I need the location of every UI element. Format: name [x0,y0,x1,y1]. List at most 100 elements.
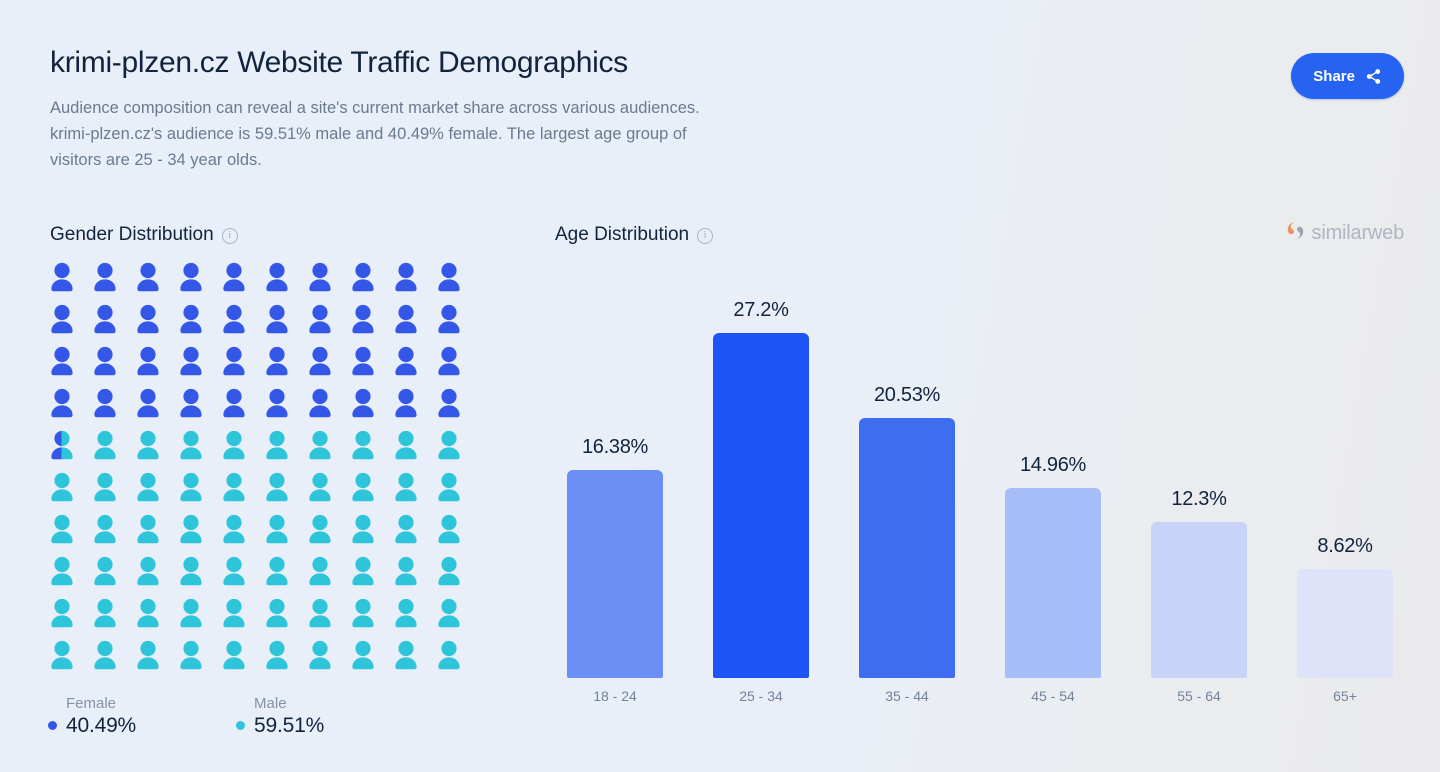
person-icon [175,302,207,338]
legend-label: Female [66,695,117,712]
bar-value-label: 8.62% [1317,534,1373,557]
person-icon [175,428,207,464]
person-icon [304,596,336,632]
person-icon [433,260,465,296]
person-icon [304,386,336,422]
gender-legend: Female 40.49% Male 59.51% [48,694,324,739]
person-icon [132,512,164,548]
person-icon [46,302,78,338]
person-icon [433,512,465,548]
bar-column: 16.38% [556,280,674,678]
person-icon [132,428,164,464]
bar-value-label: 20.53% [873,383,941,406]
person-icon [261,302,293,338]
person-icon [433,470,465,506]
legend-label: Male [254,695,287,712]
person-icon [218,302,250,338]
person-icon [347,512,379,548]
person-icon [304,512,336,548]
person-icon [433,344,465,380]
person-icon [347,386,379,422]
bar-25-34[interactable] [713,333,809,678]
person-icon [390,470,422,506]
person-icon [132,638,164,674]
bar-55-64[interactable] [1151,522,1247,678]
person-icon [132,260,164,296]
person-icon [46,386,78,422]
person-icon [304,470,336,506]
person-icon [218,512,250,548]
person-icon [175,470,207,506]
person-icon [89,638,121,674]
person-icon [175,344,207,380]
person-icon [175,512,207,548]
bar-column: 12.3% [1140,280,1258,678]
person-icon [46,554,78,590]
page-header: krimi-plzen.cz Website Traffic Demograph… [50,44,750,173]
person-icon [261,428,293,464]
person-icon [304,428,336,464]
person-icon [175,596,207,632]
person-icon [347,260,379,296]
person-icon [132,344,164,380]
info-icon[interactable]: i [697,228,714,244]
x-axis-labels: 18 - 24 25 - 34 35 - 44 45 - 54 55 - 64 65+ [556,688,1404,704]
person-icon [261,386,293,422]
person-icon [89,302,121,338]
x-axis-label: 35 - 44 [885,688,929,704]
person-icon [89,512,121,548]
person-icon [89,260,121,296]
person-icon [89,554,121,590]
person-icon [261,638,293,674]
legend-color-dot [236,721,246,730]
similarweb-wordmark: similarweb [1311,221,1405,244]
person-icon [218,596,250,632]
person-icon [89,344,121,380]
bar-45-54[interactable] [1005,488,1101,678]
bar-column: 14.96% [994,280,1112,678]
person-icon [46,344,78,380]
share-button[interactable]: Share [1291,53,1404,99]
similarweb-logo: similarweb [1287,221,1404,245]
x-axis-label: 65+ [1333,688,1357,704]
bar-18-24[interactable] [567,470,663,678]
bar-65+[interactable] [1297,568,1393,678]
legend-value: 40.49% [66,714,137,737]
age-distribution-chart: 16.38% 27.2% 20.53% 14.96% 12.3% 8.62% 18 - 2… [556,280,1404,720]
page-description: Audience composition can reveal a site's… [50,98,700,169]
bar-value-label: 14.96% [1019,454,1087,477]
person-icon [347,428,379,464]
person-icon [218,344,250,380]
person-icon [132,470,164,506]
person-icon [433,638,465,674]
person-icon [46,260,78,296]
gender-heading-label: Gender Distribution [50,224,214,245]
person-icon [46,512,78,548]
person-icon [304,302,336,338]
share-network-icon [1365,68,1382,85]
person-icon [390,344,422,380]
legend-text: Male 59.51% [254,694,324,739]
person-icon [218,386,250,422]
person-icon [347,302,379,338]
bar-group: 16.38% 27.2% 20.53% 14.96% 12.3% 8.62% [556,280,1404,678]
gender-pictogram-grid [46,260,476,680]
person-icon [390,512,422,548]
info-icon[interactable]: i [221,228,238,244]
person-icon [304,344,336,380]
bar-column: 27.2% [702,280,820,678]
person-icon [347,596,379,632]
share-button-label: Share [1313,67,1355,85]
person-icon [433,428,465,464]
person-icon [175,386,207,422]
bar-35-44[interactable] [859,417,955,678]
person-icon [132,386,164,422]
bar-value-label: 12.3% [1171,488,1227,510]
person-icon [304,554,336,590]
bar-value-label: 27.2% [733,299,789,321]
age-heading-label: Age Distribution [555,224,690,245]
person-icon [390,638,422,674]
x-axis-label: 45 - 54 [1031,688,1075,704]
person-icon [261,470,293,506]
person-icon [46,428,78,464]
